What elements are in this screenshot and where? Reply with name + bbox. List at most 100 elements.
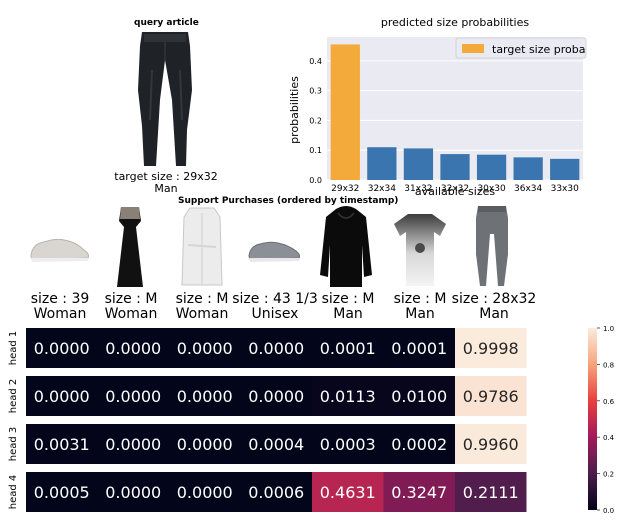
heatmap-row-label: head 1 bbox=[8, 331, 19, 366]
heatmap-cell-value: 0.0000 bbox=[105, 483, 161, 502]
heatmap-cell-value: 0.0000 bbox=[177, 387, 233, 406]
y-tick-label: 0.2 bbox=[309, 116, 322, 125]
support-size-label: size : M bbox=[321, 291, 375, 307]
heatmap-cell-value: 0.0100 bbox=[391, 387, 447, 406]
colorbar bbox=[588, 328, 597, 510]
bar bbox=[330, 44, 360, 180]
heatmap-row-label: head 3 bbox=[8, 427, 19, 462]
x-tick-label: 36x34 bbox=[514, 184, 543, 194]
colorbar-tick-label: 0.2 bbox=[603, 471, 614, 479]
heatmap-cell-value: 0.4631 bbox=[320, 483, 376, 502]
heatmap-cell-value: 0.0002 bbox=[391, 435, 447, 454]
bar bbox=[440, 154, 470, 180]
heatmap-cell bbox=[97, 472, 169, 512]
y-axis-label: probabilities bbox=[288, 76, 301, 144]
bar bbox=[476, 154, 507, 180]
chart-title: predicted size probabilities bbox=[381, 16, 530, 29]
heatmap-cell-value: 0.0000 bbox=[105, 435, 161, 454]
heatmap-cell-value: 0.0000 bbox=[177, 435, 233, 454]
bar bbox=[367, 147, 397, 180]
heatmap-cell-value: 0.9998 bbox=[463, 339, 519, 358]
heatmap-cell bbox=[97, 424, 169, 464]
query-title: query article bbox=[134, 18, 199, 28]
support-gender: Man bbox=[405, 306, 435, 322]
support-size-label: size : M bbox=[104, 291, 158, 307]
x-axis-label: available sizes bbox=[415, 185, 495, 198]
dress-image bbox=[117, 207, 143, 287]
heatmap-cell bbox=[240, 376, 312, 416]
support-gender: Woman bbox=[175, 306, 229, 322]
heatmap-cell bbox=[383, 376, 455, 416]
x-tick-label: 32x34 bbox=[368, 184, 397, 194]
heatmap-cell-value: 0.2111 bbox=[463, 483, 519, 502]
heatmap-cell bbox=[169, 376, 241, 416]
heatmap-cell-value: 0.0001 bbox=[320, 339, 376, 358]
support-size-label: size : 43 1/3 bbox=[232, 291, 318, 307]
support-gender: Woman bbox=[33, 306, 87, 322]
support-size-label: size : 28x32 bbox=[451, 291, 537, 307]
heatmap-cell bbox=[383, 328, 455, 368]
heatmap-cell bbox=[26, 424, 98, 464]
heatmap-cell bbox=[97, 376, 169, 416]
x-tick-label: 29x32 bbox=[331, 184, 359, 194]
y-tick-label: 0.4 bbox=[309, 57, 322, 66]
heatmap-cell-value: 0.3247 bbox=[391, 483, 447, 502]
heatmap-cell-value: 0.0000 bbox=[248, 387, 304, 406]
legend-swatch bbox=[462, 44, 484, 53]
hoodie-image bbox=[320, 206, 372, 287]
support-gender: Woman bbox=[104, 306, 158, 322]
colorbar-tick-label: 0.6 bbox=[603, 398, 615, 406]
sneaker-image bbox=[248, 241, 301, 262]
colorbar-tick-label: 0.8 bbox=[603, 361, 614, 369]
coat-image bbox=[181, 207, 223, 286]
y-tick-label: 0.1 bbox=[309, 146, 322, 155]
y-tick-label: 0.3 bbox=[309, 87, 322, 96]
heatmap-cell bbox=[169, 328, 241, 368]
heatmap-cell bbox=[169, 424, 241, 464]
heatmap-cell bbox=[312, 328, 384, 368]
heatmap-cell-value: 0.0001 bbox=[391, 339, 447, 358]
support-gender: Man bbox=[333, 306, 363, 322]
heatmap-cell bbox=[455, 376, 527, 416]
support-size-label: size : 39 bbox=[30, 291, 90, 307]
jeans-image bbox=[476, 206, 508, 286]
size-probability-chart: predicted size probabilities 0.0 0.1 0.2 0.… bbox=[288, 16, 587, 198]
x-tick-label: 33x30 bbox=[551, 184, 580, 194]
heatmap-cell bbox=[240, 424, 312, 464]
heatmap-cell bbox=[455, 328, 527, 368]
heatmap-cell bbox=[312, 424, 384, 464]
heatmap-cell bbox=[383, 472, 455, 512]
heatmap-cell-value: 0.0006 bbox=[248, 483, 304, 502]
bar bbox=[403, 148, 434, 180]
heatmap-cell-value: 0.9960 bbox=[463, 435, 519, 454]
colorbar-tick-label: 1.0 bbox=[603, 325, 614, 333]
heatmap-cell bbox=[312, 472, 384, 512]
attention-heatmap: 0.0000 0.0000 0.0000 0.0000 0.0001 0.0001 0.99… bbox=[8, 325, 615, 515]
support-gender: Unisex bbox=[251, 306, 299, 322]
heatmap-cell-value: 0.0003 bbox=[320, 435, 376, 454]
heatmap-cell bbox=[312, 376, 384, 416]
heatmap-cell-value: 0.0113 bbox=[320, 387, 376, 406]
heatmap-cell bbox=[455, 424, 527, 464]
heatmap-cell-value: 0.9786 bbox=[463, 387, 519, 406]
heatmap-cell-value: 0.0000 bbox=[177, 483, 233, 502]
tshirt-image bbox=[394, 214, 446, 286]
support-title: Support Purchases (ordered by timestamp) bbox=[178, 196, 399, 206]
heatmap-cell bbox=[26, 376, 98, 416]
heatmap-cell-value: 0.0000 bbox=[105, 339, 161, 358]
support-size-label: size : M bbox=[393, 291, 447, 307]
heatmap-cell bbox=[383, 424, 455, 464]
x-tick-label: 32x32 bbox=[441, 184, 469, 194]
x-tick-label: 30x30 bbox=[477, 184, 506, 194]
heatmap-row-label: head 2 bbox=[8, 379, 19, 414]
legend-label: target size proba bbox=[492, 43, 585, 56]
heatmap-cell-value: 0.0000 bbox=[34, 387, 90, 406]
heatmap-row-label: head 4 bbox=[8, 475, 19, 510]
query-jeans-image bbox=[138, 32, 192, 166]
heatmap-cell bbox=[26, 328, 98, 368]
colorbar-tick-label: 0.0 bbox=[603, 507, 614, 515]
query-gender: Man bbox=[154, 182, 178, 195]
heatmap-cell-value: 0.0004 bbox=[248, 435, 304, 454]
sneaker-image bbox=[30, 238, 89, 262]
support-size-label: size : M bbox=[175, 291, 229, 307]
